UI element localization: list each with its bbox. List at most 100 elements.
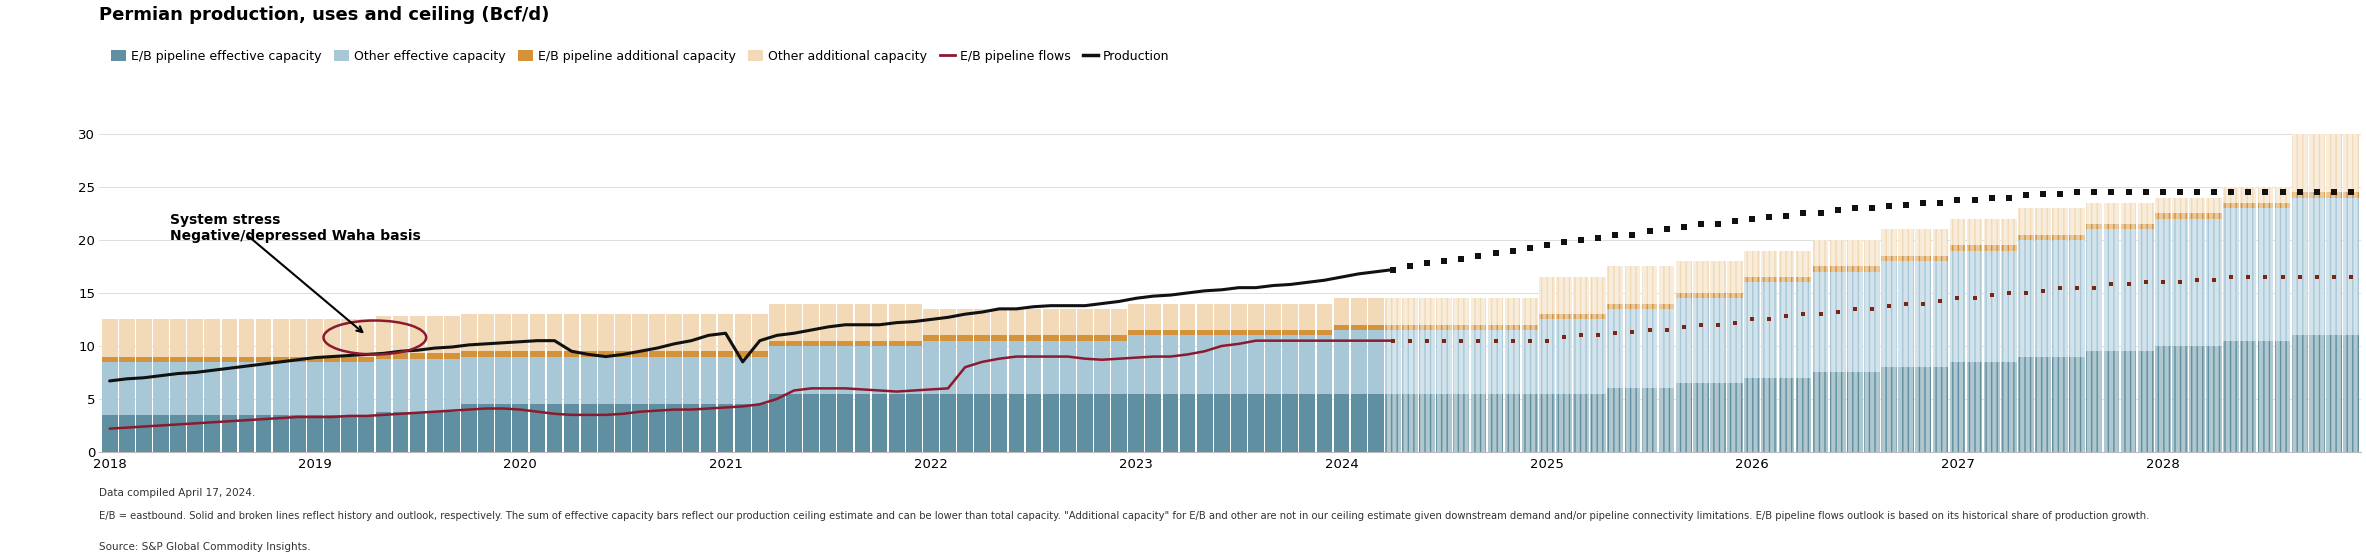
Bar [1933,367,1947,452]
Bar [461,404,478,452]
Bar [1368,325,1384,330]
Bar [2035,240,2051,357]
Bar [308,362,322,415]
Bar [1812,240,1829,267]
Bar [1711,261,1725,293]
Bar [1812,267,1829,272]
Bar [1249,335,1263,394]
Bar [700,357,717,404]
Bar [1881,229,1898,256]
Bar [684,352,700,357]
Bar [1966,251,1983,362]
Bar [1881,261,1898,367]
Bar [1472,394,1486,452]
Bar [445,316,459,353]
Bar [2293,113,2307,192]
Bar [530,404,544,452]
Bar [1659,388,1675,452]
Bar [1162,394,1178,452]
Text: Permian production, uses and ceiling (Bcf/d): Permian production, uses and ceiling (Bc… [99,6,549,23]
Bar [2205,346,2222,452]
Bar [1505,330,1521,394]
Bar [2120,352,2136,452]
Bar [1950,362,1966,452]
Bar [2070,357,2084,452]
Bar [1521,325,1538,330]
Bar [1043,394,1058,452]
Bar [1573,319,1590,394]
Bar [991,335,1008,340]
Bar [2224,340,2238,452]
Bar [2309,198,2326,335]
Bar [357,319,374,357]
Bar [1008,394,1024,452]
Bar [599,357,613,404]
Bar [1864,240,1881,267]
Bar [1744,378,1760,452]
Bar [769,340,786,346]
Bar [1796,378,1812,452]
Bar [308,357,322,362]
Bar [1642,267,1656,304]
Bar [393,412,409,452]
Bar [1436,330,1453,394]
Bar [1642,267,1656,304]
Bar [1711,383,1725,452]
Bar [939,335,956,340]
Bar [1881,256,1898,261]
Bar [890,346,904,394]
Bar [2155,198,2170,213]
Bar [1898,261,1914,367]
Bar [1694,383,1708,452]
Bar [2051,208,2068,234]
Bar [1881,261,1898,367]
Bar [2326,198,2342,335]
Bar [2051,357,2068,452]
Bar [1760,251,1777,277]
Bar [1573,277,1590,314]
Bar [409,412,426,452]
Bar [1727,261,1744,293]
Bar [2018,240,2035,357]
Bar [1557,394,1571,452]
Bar [1812,240,1829,267]
Bar [2342,113,2359,192]
Bar [1230,335,1247,394]
Bar [2257,187,2274,203]
Bar [2070,208,2084,234]
Bar [2326,113,2342,192]
Bar [1744,251,1760,277]
Bar [1779,378,1793,452]
Bar [2051,234,2068,240]
Bar [1779,251,1793,277]
Bar [2002,219,2016,246]
Bar [1642,267,1656,304]
Bar [1590,277,1607,314]
Bar [736,314,750,352]
Bar [1027,335,1041,340]
Bar [1812,267,1829,272]
Bar [1403,394,1417,452]
Bar [1162,304,1178,330]
Bar [2189,198,2205,213]
Bar [2172,219,2189,346]
Bar [1590,394,1607,452]
Bar [2002,362,2016,452]
Bar [239,319,256,357]
Bar [2342,198,2359,335]
Bar [1796,282,1812,378]
Bar [1436,325,1453,330]
Bar [2241,187,2257,203]
Bar [2189,346,2205,452]
Bar [2257,203,2274,208]
Bar [2189,213,2205,219]
Bar [154,319,168,357]
Bar [1230,330,1247,335]
Bar [2274,208,2290,340]
Bar [1299,335,1315,394]
Bar [1315,304,1332,330]
Bar [2103,224,2120,229]
Bar [684,357,700,404]
Bar [1727,293,1744,298]
Bar [1266,394,1280,452]
